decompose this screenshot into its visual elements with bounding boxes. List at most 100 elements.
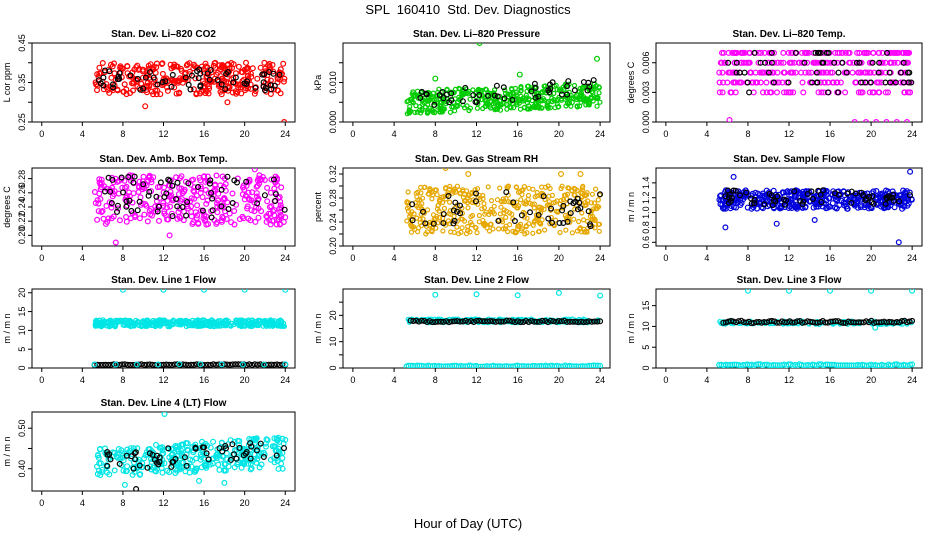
data-point: [263, 436, 270, 443]
series-primary: [404, 43, 603, 117]
data-point: [177, 175, 184, 182]
data-point: [221, 195, 228, 202]
data-point: [474, 186, 481, 192]
data-point: [465, 91, 471, 97]
data-point: [165, 77, 172, 84]
x-tick-label: 0: [39, 375, 44, 385]
data-point: [254, 177, 261, 184]
data-point: [281, 445, 288, 452]
data-point: [452, 108, 458, 114]
data-point: [268, 203, 275, 210]
data-point: [522, 318, 529, 325]
data-point: [144, 89, 151, 96]
data-point: [229, 361, 236, 368]
outlier-point: [893, 119, 900, 122]
y-tick-label: 0.35: [17, 74, 27, 92]
data-point: [445, 193, 452, 200]
data-point: [408, 223, 414, 229]
data-point: [476, 317, 483, 324]
x-tick-label: 16: [199, 498, 209, 508]
data-point: [757, 49, 764, 56]
data-point: [853, 59, 860, 66]
data-point: [491, 92, 498, 99]
data-point: [264, 184, 271, 191]
data-point: [908, 79, 915, 86]
data-point: [140, 181, 147, 188]
data-point: [121, 361, 128, 368]
data-point: [136, 198, 143, 205]
data-point: [102, 361, 109, 368]
data-point: [236, 444, 243, 451]
data-point: [882, 89, 889, 96]
data-point: [97, 472, 104, 479]
data-point: [215, 461, 222, 468]
data-point: [770, 79, 777, 86]
data-point: [148, 205, 155, 212]
outlier-point: [872, 324, 879, 331]
data-point: [591, 318, 598, 325]
data-point: [182, 74, 189, 81]
data-point: [901, 203, 908, 210]
outlier-point: [251, 168, 258, 173]
data-point: [218, 81, 225, 88]
data-point: [97, 80, 104, 87]
outlier-point: [745, 289, 751, 294]
data-point: [533, 318, 540, 325]
data-point: [480, 192, 486, 199]
data-point: [417, 220, 423, 226]
data-point: [138, 201, 145, 208]
data-point: [450, 207, 457, 214]
y-tick-label: 0.32: [328, 165, 338, 183]
y-axis-label: degrees C: [626, 61, 636, 103]
data-point: [257, 64, 264, 71]
data-point: [875, 69, 882, 76]
data-point: [454, 318, 461, 325]
data-point: [127, 72, 134, 79]
data-point: [437, 318, 444, 325]
data-point: [867, 79, 874, 86]
data-point: [209, 207, 216, 214]
y-tick-label: 20: [17, 288, 27, 298]
data-point: [180, 217, 187, 224]
data-point: [407, 317, 414, 324]
y-axis-label: m / m n: [2, 436, 12, 466]
data-point: [173, 90, 180, 97]
data-point: [265, 62, 272, 69]
data-point: [761, 49, 768, 56]
data-point: [597, 99, 603, 105]
data-point: [744, 204, 751, 211]
data-point: [462, 84, 469, 91]
data-point: [210, 438, 217, 445]
data-point: [101, 188, 108, 195]
data-point: [492, 87, 498, 93]
data-point: [157, 323, 163, 329]
data-point: [209, 317, 215, 323]
data-point: [190, 86, 197, 93]
data-point: [732, 187, 739, 194]
data-point: [116, 361, 123, 368]
x-tick-label: 8: [745, 129, 750, 139]
data-point: [755, 49, 762, 56]
data-point: [479, 87, 485, 94]
data-point: [260, 323, 266, 329]
data-point: [187, 86, 194, 93]
data-point: [541, 227, 548, 233]
data-point: [510, 105, 517, 111]
data-point: [220, 65, 227, 72]
outlier-point: [104, 37, 109, 42]
x-tick-label: 12: [158, 375, 168, 385]
data-point: [820, 69, 827, 76]
data-point: [130, 190, 137, 197]
data-point: [495, 217, 502, 224]
data-point: [513, 184, 519, 190]
data-point: [575, 218, 582, 225]
outlier-point: [827, 289, 833, 294]
data-point: [809, 79, 816, 86]
data-point: [856, 59, 863, 66]
data-point: [503, 196, 509, 202]
data-point: [95, 208, 102, 215]
data-point: [239, 317, 245, 323]
series-primary: [92, 37, 288, 122]
outlier-point: [473, 291, 480, 298]
data-point: [516, 100, 522, 106]
